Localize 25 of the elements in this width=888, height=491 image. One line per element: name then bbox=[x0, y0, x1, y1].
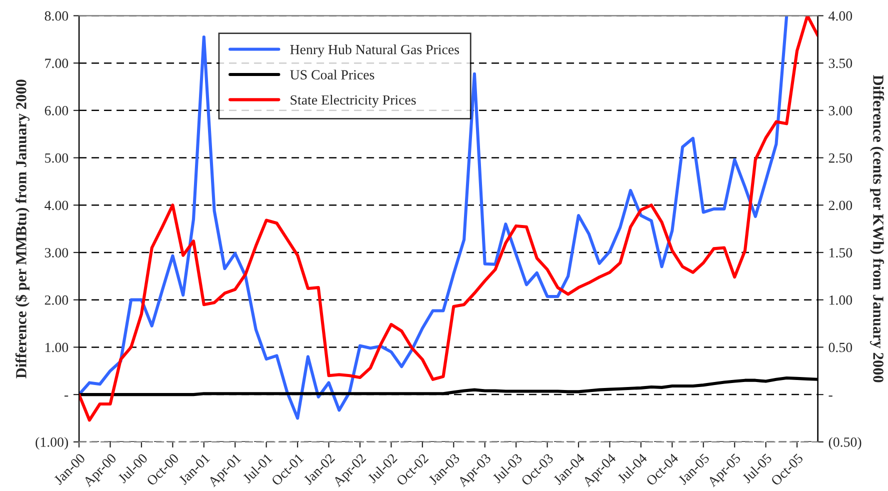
y2-tick-label: 0.50 bbox=[828, 342, 852, 352]
y2-tick-label: 4.00 bbox=[828, 11, 852, 21]
y-tick-label: 7.00 bbox=[45, 58, 68, 68]
y-tick-label: 8.00 bbox=[44, 11, 68, 21]
legend-label: Henry Hub Natural Gas Prices bbox=[290, 44, 459, 58]
y-tick-label: 3.00 bbox=[44, 248, 68, 258]
y-tick-label: 2.00 bbox=[44, 295, 68, 305]
y-tick-label: 5.00 bbox=[45, 153, 68, 163]
y2-tick-label: 2.00 bbox=[828, 200, 852, 210]
y2-tick-label: 3.00 bbox=[828, 106, 852, 116]
y2-tick-label: 1.50 bbox=[829, 248, 852, 258]
y2-tick-label: 2.50 bbox=[828, 153, 852, 163]
y-axis-title: Difference ($ per MMBtu) from January 2000 bbox=[15, 80, 30, 378]
y2-axis-title: Difference (cents per KWh) from January 2000 bbox=[870, 75, 884, 382]
y-tick-label: 6.00 bbox=[44, 106, 68, 116]
legend-label: US Coal Prices bbox=[290, 70, 374, 80]
legend-label: State Electricity Prices bbox=[290, 94, 416, 108]
y-tick-label: 1.00 bbox=[46, 342, 68, 352]
y-tick-label: (1.00) bbox=[36, 437, 68, 450]
y2-tick-label: 1.00 bbox=[829, 295, 852, 305]
y2-tick-label: (0.50) bbox=[828, 437, 862, 450]
y-tick-label: - bbox=[64, 396, 68, 397]
y-tick-label: 4.00 bbox=[44, 200, 68, 210]
y2-tick-label: - bbox=[828, 396, 832, 397]
y2-tick-label: 3.50 bbox=[828, 58, 852, 68]
